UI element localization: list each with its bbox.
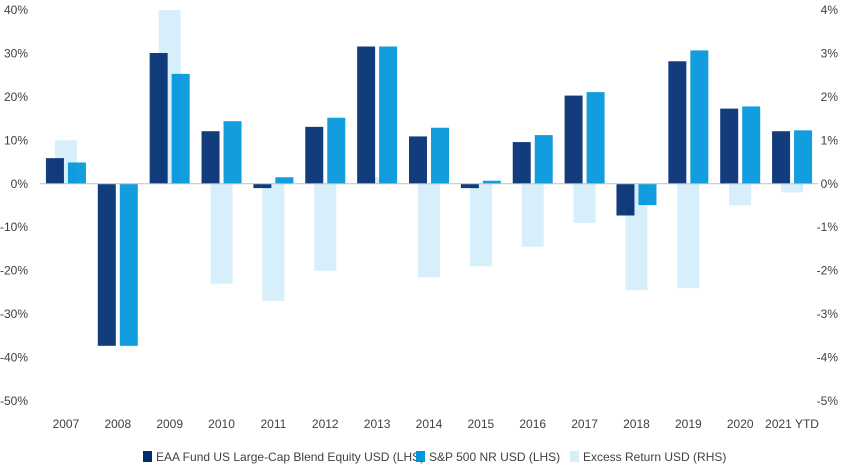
left-tick-label: -50% <box>0 394 28 408</box>
benchmark-bar <box>67 162 86 184</box>
benchmark-bar <box>275 177 294 184</box>
left-tick-label: 0% <box>11 177 29 191</box>
left-tick-label: -10% <box>0 220 28 234</box>
benchmark-bar <box>794 130 813 184</box>
left-tick-label: -20% <box>0 264 28 278</box>
legend-swatch <box>416 451 425 462</box>
excess-return-bar <box>314 183 337 271</box>
benchmark-bar <box>742 106 761 184</box>
x-tick-label: 2016 <box>519 417 546 431</box>
benchmark-bar <box>119 183 138 346</box>
benchmark-bar <box>586 92 605 184</box>
right-tick-label: -5% <box>817 394 839 408</box>
right-tick-label: -4% <box>817 351 839 365</box>
legend-label: Excess Return USD (RHS) <box>583 450 726 464</box>
right-tick-label: -2% <box>817 264 839 278</box>
x-axis: 2007 2008 2009 2010 2011 2012 2013 2014 2015 2016… <box>53 417 820 431</box>
fund-bar <box>460 183 479 189</box>
excess-return-bar <box>366 177 389 184</box>
left-tick-label: 10% <box>4 133 28 147</box>
right-tick-label: 1% <box>821 133 839 147</box>
benchmark-bar <box>690 50 709 184</box>
left-tick-label: 30% <box>4 46 28 60</box>
x-tick-label: 2019 <box>675 417 702 431</box>
x-tick-label: 2010 <box>208 417 235 431</box>
fund-bar <box>720 108 739 184</box>
left-tick-label: 20% <box>4 90 28 104</box>
benchmark-bar <box>482 180 501 184</box>
excess-return-bar <box>418 183 440 278</box>
benchmark-bar <box>379 46 398 184</box>
excess-return-bar <box>729 183 752 206</box>
x-tick-label: 2007 <box>53 417 80 431</box>
benchmark-bar <box>534 135 553 184</box>
legend-label: S&P 500 NR USD (LHS) <box>429 450 560 464</box>
right-tick-label: -1% <box>817 220 839 234</box>
fund-bar <box>97 183 116 346</box>
right-axis: -5% -4% -3% -2% -1% 0% 1% 2% 3% 4% <box>817 3 839 408</box>
excess-return-bar <box>521 183 544 247</box>
x-tick-label: 2018 <box>623 417 650 431</box>
excess-return-bar <box>573 183 596 223</box>
excess-return-bar <box>262 183 285 302</box>
right-tick-label: 2% <box>821 90 839 104</box>
legend-swatch <box>143 451 152 462</box>
benchmark-bar <box>171 73 190 184</box>
excess-return-bar <box>781 183 804 193</box>
fund-bar <box>772 131 791 184</box>
benchmark-bar <box>638 183 657 206</box>
fund-bar <box>201 131 220 184</box>
fund-bar <box>305 126 324 184</box>
x-tick-label: 2014 <box>416 417 443 431</box>
x-tick-label: 2013 <box>364 417 391 431</box>
left-axis: -50% -40% -30% -20% -10% 0% 10% 20% 30% 40% <box>0 3 28 408</box>
x-tick-label: 2011 <box>260 417 286 431</box>
right-tick-label: -3% <box>817 307 839 321</box>
return-bars <box>45 46 813 346</box>
fund-bar <box>149 53 168 184</box>
left-tick-label: -30% <box>0 307 28 321</box>
left-tick-label: 40% <box>4 3 28 17</box>
legend: EAA Fund US Large-Cap Blend Equity USD (… <box>143 450 726 464</box>
right-tick-label: 0% <box>821 177 839 191</box>
left-tick-label: -40% <box>0 351 28 365</box>
right-tick-label: 3% <box>821 46 839 60</box>
benchmark-bar <box>327 117 346 184</box>
fund-bar <box>253 183 272 189</box>
benchmark-bar <box>431 127 449 184</box>
fund-bar <box>357 46 376 184</box>
right-tick-label: 4% <box>821 3 839 17</box>
fund-bar <box>668 61 687 184</box>
x-tick-label: 2017 <box>571 417 598 431</box>
legend-swatch <box>570 451 579 462</box>
benchmark-bar <box>223 121 242 184</box>
fund-bar <box>564 95 583 184</box>
x-tick-label: 2009 <box>156 417 183 431</box>
fund-bar <box>616 183 635 216</box>
fund-bar <box>409 136 427 184</box>
x-tick-label: 2012 <box>312 417 339 431</box>
x-tick-label: 2021 YTD <box>765 417 819 431</box>
excess-return-bar <box>469 183 492 267</box>
excess-return-bar <box>677 183 700 289</box>
excess-return-bar <box>210 183 233 284</box>
fund-bar <box>45 158 64 184</box>
fund-bar <box>512 142 531 184</box>
x-tick-label: 2015 <box>468 417 495 431</box>
x-tick-label: 2020 <box>727 417 754 431</box>
legend-label: EAA Fund US Large-Cap Blend Equity USD (… <box>156 450 424 464</box>
excess-return-bars <box>54 10 804 302</box>
x-tick-label: 2008 <box>104 417 131 431</box>
